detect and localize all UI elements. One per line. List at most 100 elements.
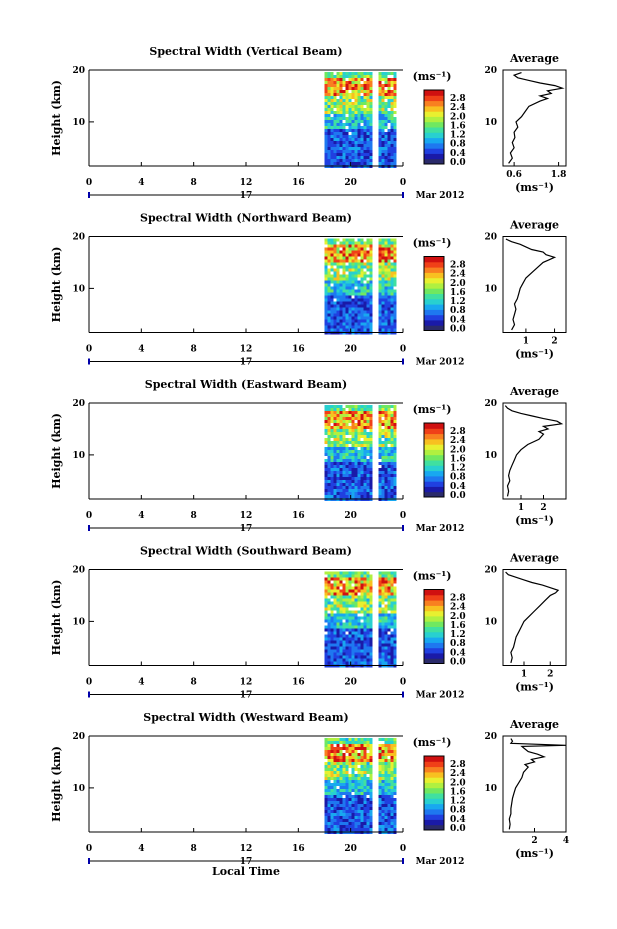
heatmap-cell (354, 408, 358, 411)
heatmap-cell (357, 640, 361, 644)
heatmap-cell (336, 105, 340, 108)
heatmap-cell (345, 129, 349, 132)
heatmap-cell (336, 768, 340, 771)
heatmap-cell (357, 456, 361, 459)
heatmap-cell (342, 607, 346, 611)
heatmap-cell (330, 301, 334, 305)
heatmap-cell (351, 762, 355, 765)
heatmap-cell (387, 586, 391, 590)
heatmap-cell (351, 477, 355, 480)
heatmap-cell (324, 319, 328, 323)
colorbar-tick-label: 1.2 (450, 131, 466, 141)
heatmap-cell (357, 90, 361, 93)
heatmap-cell (366, 280, 370, 284)
heatmap-cell (336, 277, 340, 281)
heatmap-cell (336, 414, 340, 417)
heatmap-cell (378, 408, 382, 411)
heatmap-cell (336, 111, 340, 114)
heatmap-cell (339, 652, 343, 656)
heatmap-cell (366, 577, 370, 581)
heatmap-cell (363, 414, 367, 417)
heatmap-cell (381, 247, 385, 251)
heatmap-cell (360, 577, 364, 581)
heatmap-cell (369, 477, 373, 480)
heatmap-cell (393, 637, 397, 641)
heatmap-cell (360, 822, 364, 825)
heatmap-cell (381, 804, 385, 807)
heatmap-cell (387, 780, 391, 783)
heatmap-cell (327, 313, 331, 317)
heatmap-cell (330, 777, 334, 780)
heatmap-cell (360, 465, 364, 468)
heatmap-cell (339, 480, 343, 483)
heatmap-cell (330, 822, 334, 825)
heatmap-cell (333, 432, 337, 435)
heatmap-cell (384, 96, 388, 99)
heatmap-cell (393, 307, 397, 311)
heatmap-cell (345, 813, 349, 816)
heatmap-cell (330, 316, 334, 320)
heatmap-cell (387, 319, 391, 323)
heatmap-cell (339, 262, 343, 266)
heatmap-cell (324, 459, 328, 462)
heatmap-cell (330, 640, 334, 644)
heatmap-cell (336, 643, 340, 647)
heatmap-cell (345, 453, 349, 456)
heatmap-cell (390, 411, 394, 414)
heatmap-cell (339, 589, 343, 593)
heatmap-cell (369, 786, 373, 789)
colorbar-segment (424, 637, 444, 643)
heatmap-cell (381, 444, 385, 447)
heatmap-cell (369, 649, 373, 653)
heatmap-cell (378, 405, 382, 408)
heatmap-cell (363, 774, 367, 777)
heatmap-cell (339, 75, 343, 78)
heatmap-cell (360, 132, 364, 135)
heatmap-cell (357, 637, 361, 641)
colorbar-segment (424, 454, 444, 461)
heatmap-cell (369, 313, 373, 317)
heatmap-cell (339, 87, 343, 90)
colorbar-segment (424, 824, 444, 831)
heatmap-cell (354, 159, 358, 162)
heatmap-cell (327, 456, 331, 459)
heatmap-cell (333, 495, 337, 498)
heatmap-cell (387, 747, 391, 750)
heatmap-cell (342, 153, 346, 156)
heatmap-cell (324, 777, 328, 780)
heatmap-cell (342, 99, 346, 102)
heatmap-cell (342, 771, 346, 774)
heatmap-cell (387, 456, 391, 459)
heatmap-cell (357, 99, 361, 102)
heatmap-cell (330, 90, 334, 93)
heatmap-cell (360, 105, 364, 108)
heatmap-cell (384, 423, 388, 426)
heatmap-cell (330, 604, 334, 608)
heatmap-cell (345, 607, 349, 611)
heatmap-cell (330, 111, 334, 114)
heatmap-cell (381, 492, 385, 495)
colorbar-tick-label: 1.6 (450, 288, 466, 298)
heatmap-cell (330, 828, 334, 831)
heatmap-cell (363, 580, 367, 584)
heatmap-cell (342, 798, 346, 801)
heatmap-cell (381, 316, 385, 320)
heatmap-cell (378, 786, 382, 789)
heatmap-cell (378, 783, 382, 786)
heatmap-cell (324, 652, 328, 656)
heatmap-cell (363, 789, 367, 792)
heatmap-cell (378, 765, 382, 768)
heatmap-cell (363, 126, 367, 129)
heatmap-cell (387, 316, 391, 320)
colorbar-segment (424, 626, 444, 633)
heatmap-cell (366, 825, 370, 828)
heatmap-cell (336, 75, 340, 78)
heatmap-cell (348, 780, 352, 783)
heatmap-cell (336, 655, 340, 659)
heatmap-cell (381, 480, 385, 483)
heatmap-cell (336, 586, 340, 590)
heatmap-cell (369, 486, 373, 489)
heatmap-cell (357, 262, 361, 266)
heatmap-cell (351, 108, 355, 111)
heatmap-cell (381, 72, 385, 75)
